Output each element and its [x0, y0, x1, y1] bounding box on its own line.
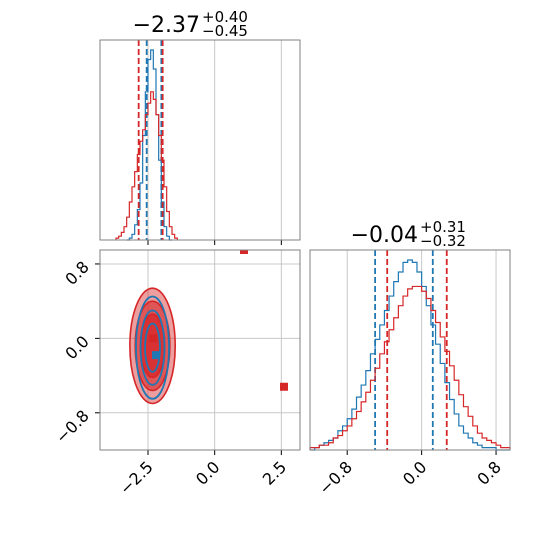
panel-frame — [99, 249, 301, 451]
histogram-param-2 — [309, 249, 511, 455]
title-1-plus: +0.40 — [202, 8, 248, 26]
histogram-red — [309, 285, 511, 450]
panel-frame — [99, 39, 301, 241]
x-tick-label: 2.5 — [259, 457, 290, 488]
marker-red — [280, 382, 288, 391]
x-tick-label: −2.5 — [116, 457, 157, 498]
histogram-param-1 — [99, 39, 301, 245]
marker-red — [149, 334, 158, 343]
blue-contour — [144, 322, 161, 373]
x-tick-labels-joint: −2.5 0.0 2.5 — [116, 457, 290, 498]
x-tick-labels-hist-2: −0.8 0.0 0.8 — [315, 457, 505, 498]
histogram-blue — [126, 49, 172, 241]
x-tick-label: 0.0 — [192, 457, 223, 488]
title-param-2: −0.04 +0.31 −0.32 — [351, 218, 466, 250]
x-tick-label: 0.0 — [399, 457, 430, 488]
y-tick-labels-joint: −0.8 0.0 0.8 — [52, 257, 93, 447]
blue-contour — [139, 309, 166, 386]
title-1-minus: −0.45 — [202, 22, 248, 40]
blue-contour — [135, 295, 170, 400]
title-param-1: −2.37 +0.40 −0.45 — [133, 8, 248, 40]
histogram-red — [115, 91, 178, 240]
title-1-median: −2.37 — [133, 13, 200, 38]
marker-red — [240, 250, 248, 254]
y-tick-label: 0.0 — [61, 332, 92, 363]
panel-frame — [309, 249, 511, 451]
x-tick-label: −0.8 — [315, 457, 356, 498]
histogram-blue — [310, 259, 510, 451]
y-tick-label: −0.8 — [52, 406, 93, 447]
title-2-minus: −0.32 — [420, 232, 466, 250]
joint-density-panel — [95, 249, 301, 455]
x-tick-label: 0.8 — [473, 457, 504, 488]
title-2-plus: +0.31 — [420, 218, 466, 236]
marker-blue — [152, 351, 160, 360]
joint-contents — [129, 250, 288, 405]
title-2-median: −0.04 — [351, 223, 418, 248]
y-tick-label: 0.8 — [61, 257, 92, 288]
